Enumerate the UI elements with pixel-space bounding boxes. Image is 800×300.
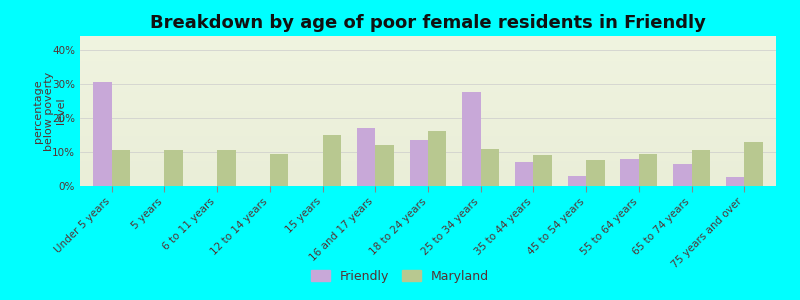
Bar	[568, 176, 586, 186]
Bar	[93, 82, 112, 186]
Bar	[744, 142, 763, 186]
Bar	[673, 164, 692, 186]
Bar	[462, 92, 481, 186]
Bar	[534, 155, 552, 186]
Bar	[726, 178, 744, 186]
Bar	[639, 154, 658, 186]
Bar	[322, 135, 341, 186]
Bar	[217, 150, 235, 186]
Bar	[621, 159, 639, 186]
Legend: Friendly, Maryland: Friendly, Maryland	[306, 265, 494, 288]
Bar	[375, 145, 394, 186]
Bar	[357, 128, 375, 186]
Title: Breakdown by age of poor female residents in Friendly: Breakdown by age of poor female resident…	[150, 14, 706, 32]
Bar	[692, 150, 710, 186]
Bar	[428, 131, 446, 186]
Y-axis label: percentage
below poverty
level: percentage below poverty level	[33, 71, 66, 151]
Bar	[515, 162, 534, 186]
Bar	[410, 140, 428, 186]
Bar	[481, 148, 499, 186]
Bar	[270, 154, 288, 186]
Bar	[586, 160, 605, 186]
Bar	[164, 150, 183, 186]
Bar	[112, 150, 130, 186]
